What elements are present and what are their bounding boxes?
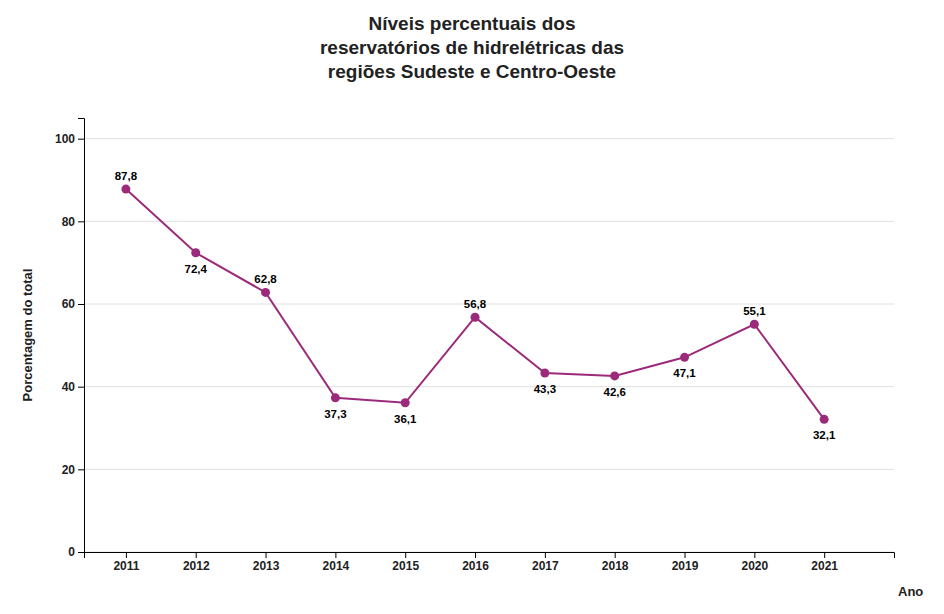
tick-mark: [475, 552, 476, 558]
tick-label: 2014: [323, 559, 350, 573]
data-label: 42,6: [603, 386, 625, 398]
tick: 2017: [532, 552, 559, 573]
title-line: Níveis percentuais dos: [369, 13, 576, 34]
tick-label: 2020: [741, 559, 768, 573]
tick: 2012: [183, 552, 210, 573]
marker: [191, 248, 200, 257]
tick-mark: [615, 552, 616, 558]
tick-mark: [78, 304, 84, 305]
marker: [680, 353, 689, 362]
axis-line: [78, 119, 85, 553]
marker: [750, 320, 759, 329]
grid: [84, 139, 894, 552]
data-label: 47,1: [673, 367, 696, 379]
tick-label: 2015: [392, 559, 419, 573]
tick: 80: [62, 215, 84, 229]
tick-label: 2021: [811, 559, 838, 573]
tick-mark: [545, 552, 546, 558]
plot: 2011201220132014201520162017201820192020…: [20, 119, 923, 600]
y-axis: 0 20 40 60 80 100: [55, 119, 85, 560]
data-label: 62,8: [254, 273, 277, 285]
marker: [540, 369, 549, 378]
data-label: 55,1: [743, 305, 766, 317]
data-label: 37,3: [324, 408, 346, 420]
x-axis-title: Ano: [898, 584, 923, 599]
tick-label: 2016: [462, 559, 489, 573]
tick: 2019: [672, 552, 699, 573]
tick-label: 100: [55, 132, 75, 146]
tick: 2018: [602, 552, 629, 573]
tick-mark: [754, 552, 755, 558]
tick-mark: [196, 552, 197, 558]
grid-line: [84, 304, 894, 305]
marker: [121, 185, 130, 194]
axis-line: [85, 553, 895, 559]
data-label: 32,1: [813, 429, 836, 441]
tick-mark: [335, 552, 336, 558]
title: Níveis percentuais dos reservatórios de h…: [320, 13, 624, 82]
tick: 20: [62, 463, 84, 477]
data-label: 72,4: [185, 263, 208, 275]
tick-mark: [78, 387, 84, 388]
tick-mark: [266, 552, 267, 558]
tick-label: 80: [62, 215, 76, 229]
tick-mark: [78, 221, 84, 222]
data-labels: 87,8 72,4 62,8 37,3 36,1 56,8 43,3 42,6 47,1 55,1…: [115, 170, 836, 441]
tick: 0: [68, 545, 84, 559]
tick: 2015: [392, 552, 419, 573]
tick-label: 2011: [113, 559, 139, 573]
data-label: 36,1: [394, 413, 417, 425]
title-line: regiões Sudeste e Centro-Oeste: [328, 61, 616, 82]
data-label: 87,8: [115, 170, 138, 182]
marks: [121, 185, 828, 424]
data-label: 43,3: [534, 383, 556, 395]
marker: [401, 398, 410, 407]
tick-label: 2012: [183, 559, 210, 573]
grid-line: [84, 221, 894, 222]
marker: [471, 313, 480, 322]
chart: Níveis percentuais dos reservatórios de h…: [0, 0, 944, 614]
tick: 2021: [811, 552, 838, 573]
data-label: 56,8: [464, 298, 487, 310]
tick-mark: [824, 552, 825, 558]
marker: [261, 288, 270, 297]
tick-label: 60: [62, 297, 76, 311]
tick: 2020: [741, 552, 768, 573]
tick: 100: [55, 132, 84, 146]
tick-mark: [405, 552, 406, 558]
x-axis: 2011 2012 2013 2014 2015 2016 2017 2018 2019 2020…: [85, 552, 895, 573]
tick-mark: [126, 552, 127, 558]
tick-label: 20: [62, 463, 76, 477]
marker: [331, 393, 340, 402]
y-axis-title: Porcentagem do total: [20, 269, 35, 402]
tick: 2014: [323, 552, 350, 573]
tick: 2016: [462, 552, 489, 573]
tick-mark: [78, 552, 84, 553]
tick: 2011: [113, 552, 139, 573]
tick-label: 2017: [532, 559, 559, 573]
tick: 2013: [253, 552, 280, 573]
tick: 40: [62, 380, 84, 394]
tick: 60: [62, 297, 84, 311]
tick-label: 0: [68, 545, 75, 559]
tick-label: 2018: [602, 559, 629, 573]
grid-line: [84, 138, 894, 139]
marker: [820, 415, 829, 424]
tick-mark: [78, 469, 84, 470]
tick-label: 2013: [253, 559, 280, 573]
tick-label: 40: [62, 380, 76, 394]
line: [126, 189, 824, 419]
marker: [610, 371, 619, 380]
tick-mark: [685, 552, 686, 558]
tick-mark: [78, 139, 84, 140]
grid-line: [84, 386, 894, 387]
title-line: reservatórios de hidrelétricas das: [320, 37, 624, 58]
grid-line: [84, 469, 894, 470]
tick-label: 2019: [672, 559, 699, 573]
